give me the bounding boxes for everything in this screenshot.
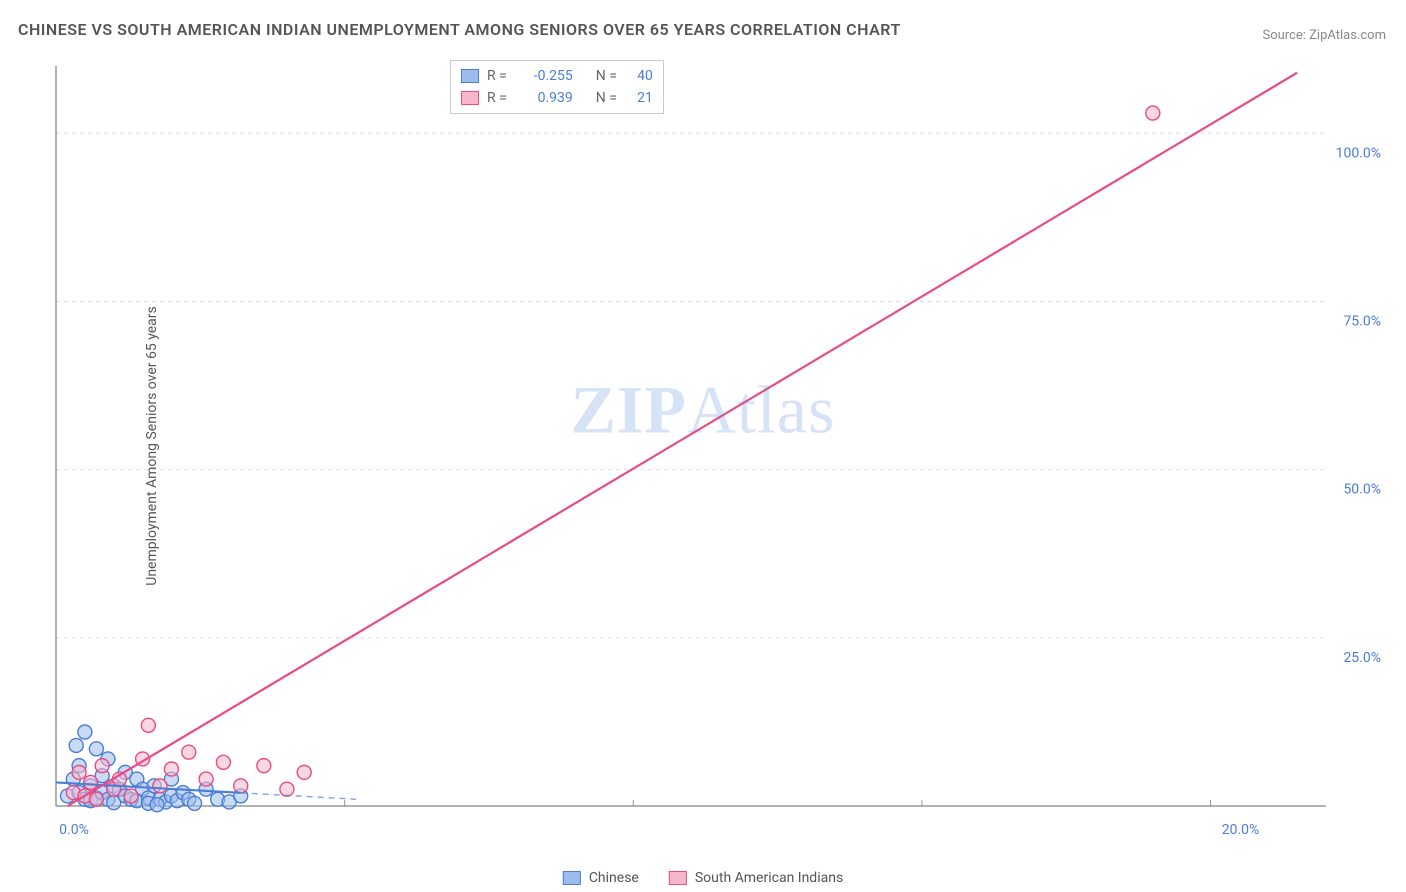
svg-text:25.0%: 25.0% bbox=[1343, 650, 1381, 666]
legend-item: South American Indians bbox=[669, 870, 843, 886]
svg-text:75.0%: 75.0% bbox=[1343, 313, 1381, 329]
legend: Chinese South American Indians bbox=[563, 870, 843, 886]
svg-text:20.0%: 20.0% bbox=[1222, 822, 1260, 838]
stats-row: R =0.939 N =21 bbox=[461, 87, 653, 109]
legend-label: South American Indians bbox=[695, 870, 843, 886]
svg-text:100.0%: 100.0% bbox=[1336, 145, 1381, 161]
source-label: Source: ZipAtlas.com bbox=[1262, 28, 1386, 43]
series-swatch bbox=[461, 69, 479, 83]
chart-title: CHINESE VS SOUTH AMERICAN INDIAN UNEMPLO… bbox=[18, 20, 901, 39]
scatter-chart: 25.0% 50.0% 75.0% 100.0% 0.0% 20.0% bbox=[50, 60, 1386, 842]
legend-item: Chinese bbox=[563, 870, 639, 886]
stats-row: R =-0.255 N =40 bbox=[461, 65, 653, 87]
plot-area: 25.0% 50.0% 75.0% 100.0% 0.0% 20.0% bbox=[50, 60, 1386, 842]
legend-label: Chinese bbox=[589, 870, 639, 886]
series-swatch bbox=[461, 91, 479, 105]
correlation-stats-box: R =-0.255 N =40R =0.939 N =21 bbox=[450, 60, 664, 114]
legend-swatch bbox=[669, 871, 687, 885]
svg-text:0.0%: 0.0% bbox=[59, 822, 89, 838]
legend-swatch bbox=[563, 871, 581, 885]
svg-text:50.0%: 50.0% bbox=[1343, 482, 1381, 498]
